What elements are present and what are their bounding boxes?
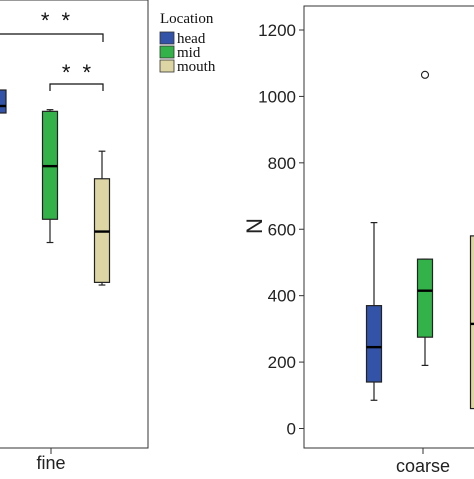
y-tick-label-800: 800 xyxy=(268,154,296,173)
significance-bracket-bottom: * * xyxy=(50,60,103,91)
right-panel-frame xyxy=(304,6,474,448)
y-tick-label-1200: 1200 xyxy=(258,21,296,40)
significance-stars-bottom: * * xyxy=(62,60,94,85)
legend-label-mouth: mouth xyxy=(177,59,216,75)
legend-swatch-head xyxy=(160,32,174,44)
y-tick-label-400: 400 xyxy=(268,287,296,306)
right-boxes xyxy=(367,71,474,408)
right-ylabel: N xyxy=(242,218,267,234)
coarse-mid-box xyxy=(418,259,433,337)
coarse-mid-outlier-1 xyxy=(422,71,429,78)
legend-swatch-mouth xyxy=(160,60,174,72)
y-tick-label-1000: 1000 xyxy=(258,87,296,106)
coarse-mouth-box xyxy=(471,236,474,409)
y-tick-label-0: 0 xyxy=(287,420,296,439)
y-tick-label-600: 600 xyxy=(268,220,296,239)
fine-head-box-partial xyxy=(0,90,6,113)
legend-swatch-mid xyxy=(160,46,174,58)
left-xcat-label: fine xyxy=(36,453,65,473)
significance-stars-top: * * xyxy=(41,8,73,33)
right-xcat-label: coarse xyxy=(396,456,450,474)
coarse-head-box xyxy=(367,306,382,382)
left-boxes xyxy=(0,90,110,285)
significance-bracket-top: * * xyxy=(0,8,103,42)
legend: Location head mid mouth xyxy=(160,11,216,75)
y-tick-label-200: 200 xyxy=(268,353,296,372)
legend-title: Location xyxy=(160,11,214,27)
